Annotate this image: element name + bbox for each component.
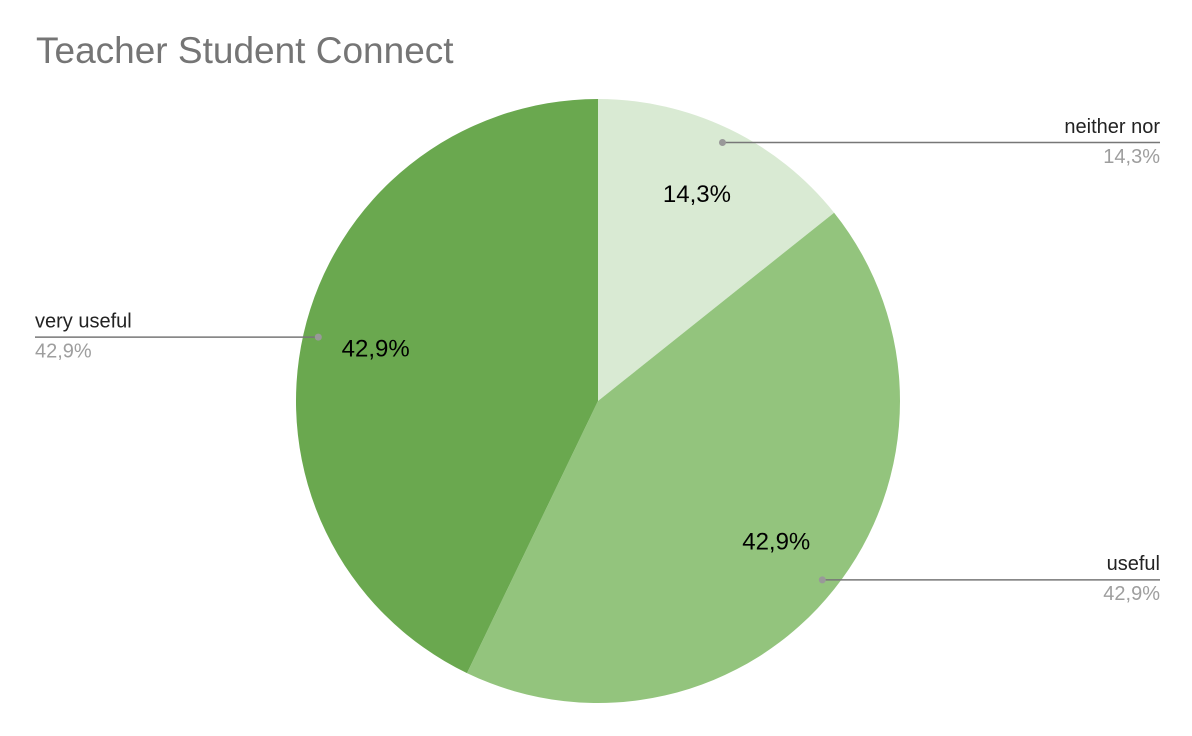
- legend-value: 42,9%: [35, 340, 92, 362]
- slice-label: 42,9%: [342, 336, 410, 363]
- leader-dot: [818, 576, 826, 584]
- chart-title: Teacher Student Connect: [36, 30, 454, 71]
- legend-label: useful: [1107, 553, 1160, 575]
- slice-label: 42,9%: [742, 529, 810, 556]
- leader-dot: [718, 139, 726, 147]
- pie-slice: [598, 99, 835, 401]
- leader-dot: [314, 333, 322, 341]
- legend-value: 14,3%: [1103, 146, 1160, 168]
- legend-value: 42,9%: [1103, 583, 1160, 605]
- slice-label: 14,3%: [663, 181, 731, 208]
- pie-slice: [296, 99, 598, 674]
- legend-label: neither nor: [1064, 116, 1160, 138]
- pie-slice: [466, 212, 900, 703]
- legend-label: very useful: [35, 310, 132, 332]
